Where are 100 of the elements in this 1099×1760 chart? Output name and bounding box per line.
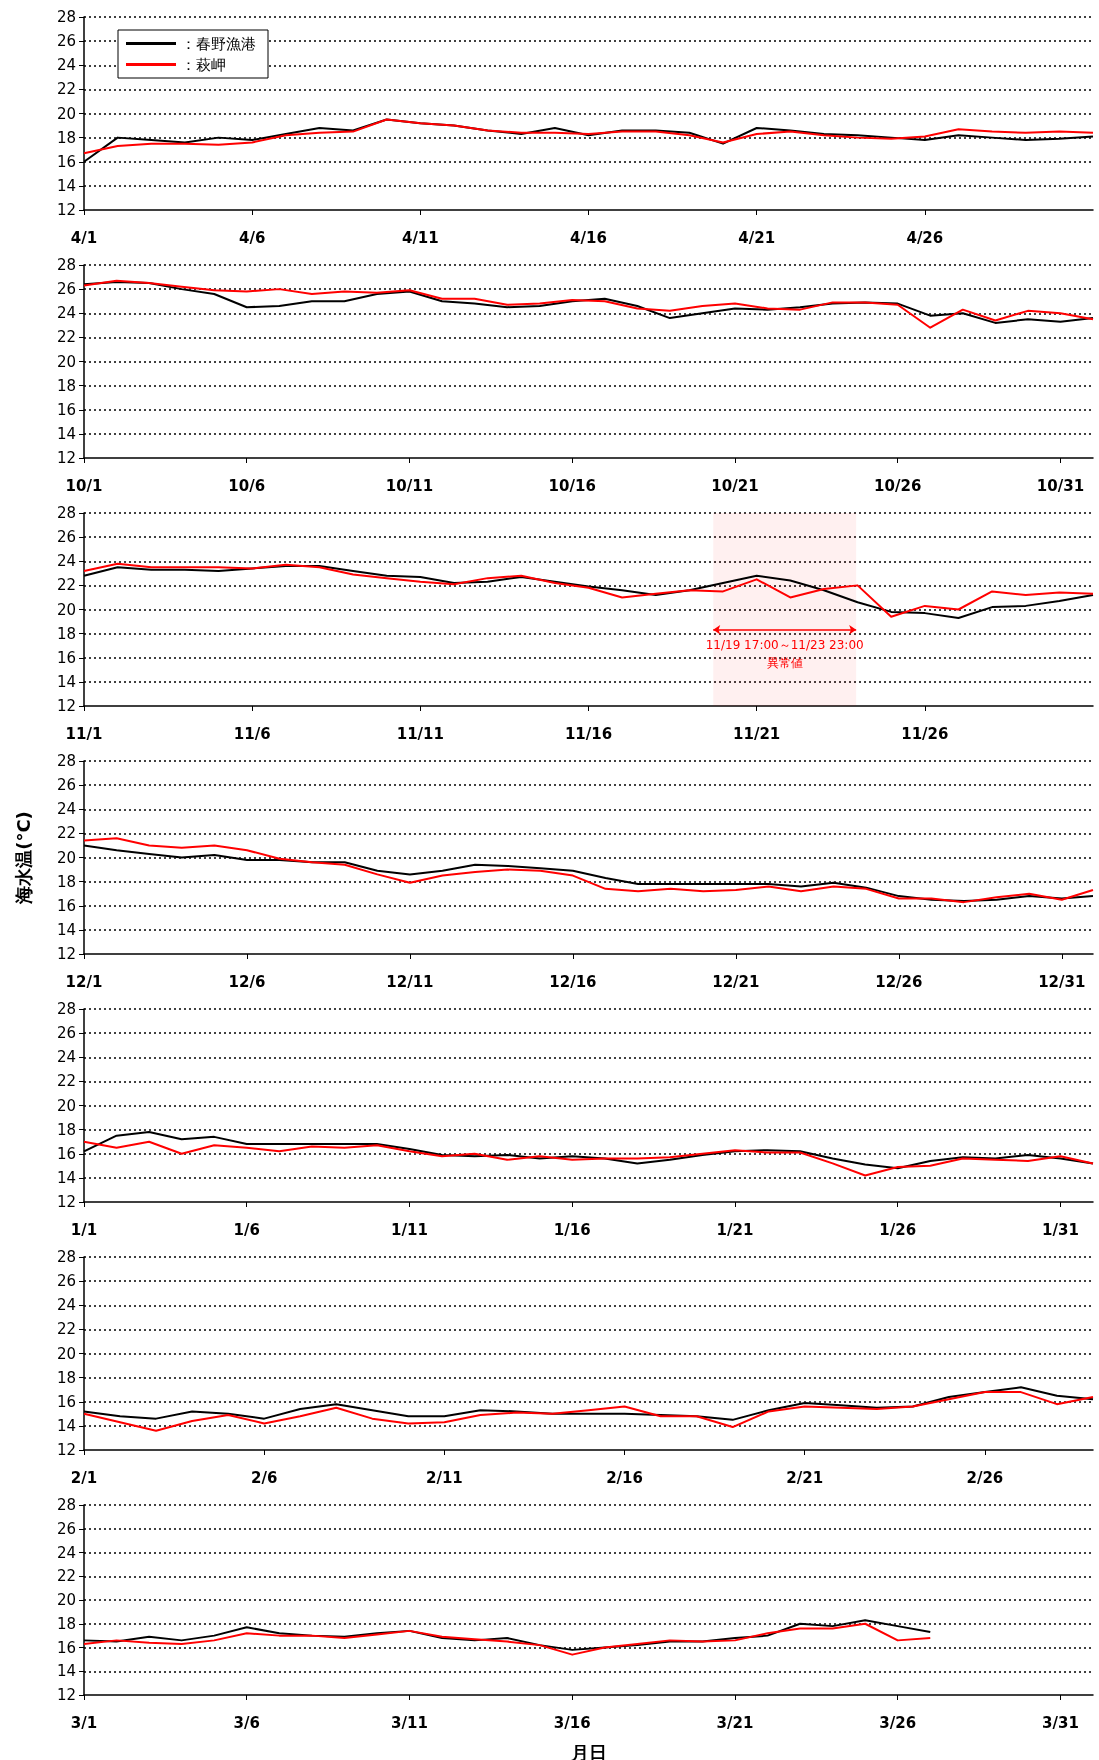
y-tick-label: 16	[56, 152, 76, 171]
y-tick-label: 12	[56, 1193, 76, 1211]
line-series	[83, 1140, 1094, 1177]
x-tick-label: 1/11	[391, 1220, 428, 1239]
x-tick-label: 1/6	[233, 1220, 260, 1239]
x-tick-label: 12/11	[386, 972, 434, 991]
x-tick-label: 3/26	[879, 1713, 917, 1732]
y-tick-label: 14	[56, 1662, 76, 1681]
x-tick-label: 11/21	[733, 724, 781, 743]
x-tick-label: 10/6	[228, 476, 266, 495]
y-tick-label: 26	[56, 1519, 76, 1538]
y-tick-label: 18	[56, 1368, 76, 1387]
y-tick-label: 14	[56, 1416, 76, 1435]
x-tick-label: 12/21	[712, 972, 760, 991]
y-tick-label: 12	[56, 201, 76, 219]
y-axis-title: 海水温(°C)	[12, 811, 34, 905]
y-tick-label: 18	[56, 624, 76, 643]
y-tick-label: 14	[56, 1168, 76, 1187]
y-tick-label: 22	[56, 1320, 76, 1339]
y-tick-label: 20	[56, 1096, 76, 1115]
y-tick-label: 12	[56, 697, 76, 715]
y-tick-label: 24	[56, 56, 76, 75]
x-tick-label: 2/16	[606, 1468, 643, 1487]
y-tick-label: 20	[56, 600, 76, 619]
x-tick-label: 12/1	[65, 972, 103, 991]
y-tick-label: 16	[56, 1144, 76, 1163]
y-tick-label: 28	[56, 504, 76, 522]
y-tick-label: 20	[56, 352, 76, 371]
x-tick-label: 1/16	[553, 1220, 591, 1239]
x-tick-label: 10/26	[874, 476, 922, 495]
y-tick-label: 18	[56, 128, 76, 147]
x-tick-label: 4/26	[906, 228, 944, 247]
x-tick-label: 2/21	[786, 1468, 824, 1487]
y-tick-label: 14	[56, 920, 76, 939]
y-tick-label: 12	[56, 945, 76, 963]
x-tick-label: 12/26	[875, 972, 923, 991]
x-tick-label: 4/16	[570, 228, 607, 247]
x-tick-label: 3/21	[716, 1713, 754, 1732]
x-tick-label: 3/6	[233, 1713, 260, 1732]
y-tick-label: 22	[56, 824, 76, 843]
x-tick-label: 1/21	[716, 1220, 754, 1239]
y-tick-label: 28	[56, 1496, 76, 1514]
x-tick-label: 4/21	[738, 228, 776, 247]
x-tick-label: 11/16	[564, 724, 613, 743]
y-tick-label: 18	[56, 376, 76, 395]
y-tick-label: 14	[56, 672, 76, 691]
y-tick-label: 28	[56, 1000, 76, 1018]
x-tick-label: 10/21	[711, 476, 759, 495]
x-tick-label: 11/11	[396, 724, 444, 743]
y-tick-label: 12	[56, 449, 76, 467]
y-tick-label: 20	[56, 1344, 76, 1363]
x-tick-label: 1/31	[1042, 1220, 1079, 1239]
x-tick-label: 11/6	[233, 724, 271, 743]
y-tick-label: 18	[56, 872, 76, 891]
y-tick-label: 22	[56, 1567, 76, 1586]
y-tick-label: 20	[56, 848, 76, 867]
y-tick-label: 24	[56, 1543, 76, 1562]
y-tick-label: 16	[56, 648, 76, 667]
x-tick-label: 3/11	[391, 1713, 428, 1732]
x-tick-label: 3/1	[70, 1713, 98, 1732]
y-tick-label: 26	[56, 528, 76, 547]
y-tick-label: 18	[56, 1120, 76, 1139]
x-tick-label: 10/1	[65, 476, 103, 495]
y-tick-label: 22	[56, 1072, 76, 1091]
x-tick-label: 2/11	[425, 1468, 463, 1487]
band-label: 11/19 17:00～11/23 23:00	[705, 637, 864, 652]
y-tick-label: 24	[56, 1296, 76, 1315]
y-tick-label: 14	[56, 424, 76, 443]
y-tick-label: 24	[56, 1048, 76, 1067]
x-tick-label: 3/31	[1042, 1713, 1079, 1732]
y-tick-label: 26	[56, 1272, 76, 1291]
legend-label: ：萩岬	[181, 55, 226, 74]
x-tick-label: 2/1	[70, 1468, 98, 1487]
y-tick-label: 26	[56, 32, 76, 51]
x-tick-label: 12/31	[1038, 972, 1086, 991]
y-tick-label: 20	[56, 1591, 76, 1609]
x-tick-label: 4/11	[401, 228, 439, 247]
y-tick-label: 22	[56, 80, 76, 99]
y-tick-label: 28	[56, 256, 76, 274]
y-tick-label: 12	[56, 1686, 76, 1704]
x-tick-label: 10/11	[385, 476, 434, 495]
y-tick-label: 28	[56, 752, 76, 770]
x-tick-label: 1/1	[70, 1220, 98, 1239]
y-tick-label: 22	[56, 576, 76, 595]
x-tick-label: 2/26	[966, 1468, 1004, 1487]
y-tick-label: 18	[56, 1614, 76, 1633]
line-series	[83, 118, 1094, 155]
x-tick-label: 4/1	[70, 228, 98, 247]
y-tick-label: 14	[56, 176, 76, 195]
y-tick-label: 28	[56, 1248, 76, 1266]
x-tick-label: 10/31	[1036, 476, 1085, 495]
y-tick-label: 26	[56, 280, 76, 299]
y-tick-label: 24	[56, 552, 76, 571]
x-tick-label: 2/6	[251, 1468, 278, 1487]
y-tick-label: 26	[56, 1024, 76, 1043]
x-tick-label: 4/6	[238, 228, 266, 247]
y-tick-label: 16	[56, 1638, 76, 1657]
y-tick-label: 16	[56, 1392, 76, 1411]
y-tick-label: 20	[56, 104, 76, 123]
y-tick-label: 24	[56, 800, 76, 819]
